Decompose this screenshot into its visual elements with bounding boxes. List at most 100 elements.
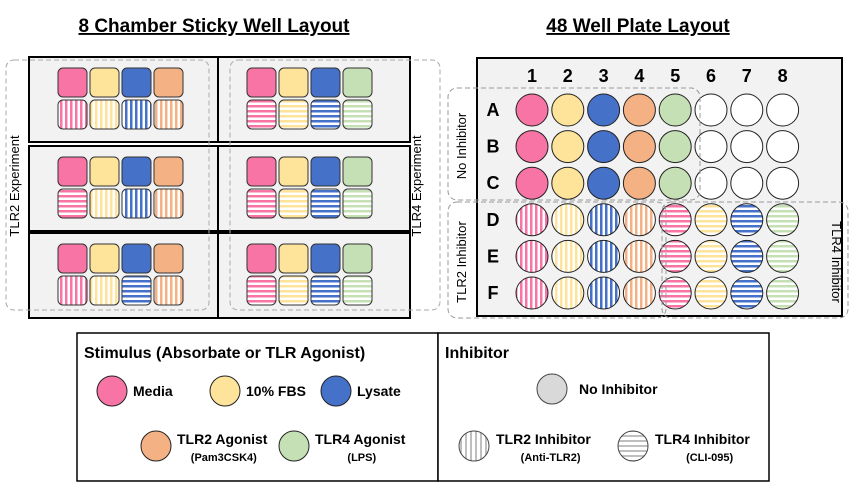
tlr2-inhibitor-group-outline xyxy=(447,201,667,319)
plate-well xyxy=(515,239,549,273)
tlr2-experiment-outline xyxy=(5,59,210,311)
chamber-well xyxy=(121,99,152,130)
plate-well xyxy=(515,130,549,164)
plate-well xyxy=(587,93,621,127)
legend-swatch-tlr2-inhibitor xyxy=(458,430,490,462)
plate-well xyxy=(766,203,800,237)
plate-row-header: F xyxy=(488,283,499,303)
plate-well xyxy=(766,130,800,164)
legend-sublabel-tlr2-inhibitor: (Anti-TLR2) xyxy=(521,452,581,464)
legend-label-tlr4-agonist: TLR4 Agonist xyxy=(315,431,406,447)
chamber-well xyxy=(57,188,88,219)
legend-label-tlr2-agonist: TLR2 Agonist xyxy=(177,431,268,447)
plate-well xyxy=(730,239,764,273)
plate-row-header: E xyxy=(487,246,499,266)
chamber-well xyxy=(310,275,341,306)
plate-well xyxy=(694,239,728,273)
plate-well xyxy=(694,93,728,127)
chamber-well xyxy=(121,67,152,98)
tlr4-inhibitor-group-outline xyxy=(661,201,849,319)
chamber-well xyxy=(121,188,152,219)
plate-well xyxy=(622,93,656,127)
inhibitor-legend-box xyxy=(437,332,770,482)
plate-layout-title: 48 Well Plate Layout xyxy=(546,16,730,37)
legend-label-lysate: Lysate xyxy=(357,383,401,399)
plate-well xyxy=(551,203,585,237)
chamber-well xyxy=(342,156,373,187)
chamber-well xyxy=(278,156,309,187)
chamber-slide xyxy=(28,56,222,143)
tlr4-experiment-outline xyxy=(229,59,441,311)
chamber-slide xyxy=(217,56,411,143)
chamber-well xyxy=(89,156,120,187)
plate-well xyxy=(587,239,621,273)
legend-label-media: Media xyxy=(133,383,173,399)
chamber-well xyxy=(57,99,88,130)
plate-well xyxy=(622,203,656,237)
chamber-well xyxy=(57,275,88,306)
plate-well xyxy=(658,166,692,200)
tlr2-inhibitor-group-label: TLR2 Inhibitor xyxy=(454,221,469,303)
chamber-well xyxy=(278,188,309,219)
plate-well xyxy=(551,276,585,310)
plate-row-header: D xyxy=(487,210,500,230)
chamber-well xyxy=(89,67,120,98)
chamber-well xyxy=(310,67,341,98)
legend-label-no-inhibitor: No Inhibitor xyxy=(579,381,658,397)
plate-well xyxy=(730,166,764,200)
chamber-well xyxy=(342,275,373,306)
plate-well xyxy=(515,203,549,237)
legend-swatch-tlr4-agonist xyxy=(278,430,310,462)
plate-well xyxy=(766,239,800,273)
stimulus-legend-box xyxy=(76,332,439,482)
plate-column-headers: 1 2 3 4 5 6 7 8 xyxy=(527,66,788,86)
plate-column-header: 1 xyxy=(527,66,537,86)
plate-well xyxy=(551,130,585,164)
plate-well xyxy=(622,239,656,273)
legend-items: Media 10% FBS Lysate TLR2 Agonist (Pam3CSK4)… xyxy=(96,373,750,464)
plate-well xyxy=(587,130,621,164)
plate-well xyxy=(766,276,800,310)
chamber-well xyxy=(310,243,341,274)
chamber-well xyxy=(278,99,309,130)
plate-well xyxy=(515,166,549,200)
legend-sublabel-tlr2-agonist: (Pam3CSK4) xyxy=(191,452,257,464)
legend-swatch-fbs xyxy=(209,375,241,407)
plate-well xyxy=(587,166,621,200)
plate-well xyxy=(622,276,656,310)
chamber-slide xyxy=(28,145,222,232)
plate-wells xyxy=(515,93,800,310)
chamber-well xyxy=(153,99,184,130)
plate-well xyxy=(658,93,692,127)
stimulus-legend-title: Stimulus (Absorbate or TLR Agonist) xyxy=(84,345,365,362)
chamber-slides xyxy=(28,56,411,319)
chamber-slide xyxy=(28,232,222,319)
chamber-well xyxy=(121,243,152,274)
chamber-well xyxy=(153,243,184,274)
legend-label-fbs: 10% FBS xyxy=(246,383,306,399)
plate-well xyxy=(551,239,585,273)
inhibitor-legend-title: Inhibitor xyxy=(445,345,509,362)
plate-well xyxy=(730,203,764,237)
plate-row-header: A xyxy=(487,100,500,120)
legend-swatch-tlr4-inhibitor xyxy=(617,430,649,462)
chamber-well xyxy=(89,99,120,130)
chamber-well xyxy=(278,243,309,274)
plate-well xyxy=(766,166,800,200)
plate-well xyxy=(658,203,692,237)
chamber-well xyxy=(57,243,88,274)
plate-well xyxy=(622,166,656,200)
plate-well xyxy=(551,166,585,200)
plate-well xyxy=(766,93,800,127)
legend-label-tlr2-inhibitor: TLR2 Inhibitor xyxy=(496,431,591,447)
plate-well xyxy=(658,130,692,164)
chamber-well xyxy=(246,188,277,219)
chamber-well xyxy=(89,188,120,219)
tlr4-experiment-label: TLR4 Experiment xyxy=(409,135,424,237)
chamber-layout-title: 8 Chamber Sticky Well Layout xyxy=(78,16,350,37)
plate-well xyxy=(694,276,728,310)
legend-sublabel-tlr4-inhibitor: (CLI-095) xyxy=(686,452,733,464)
chamber-well xyxy=(342,188,373,219)
